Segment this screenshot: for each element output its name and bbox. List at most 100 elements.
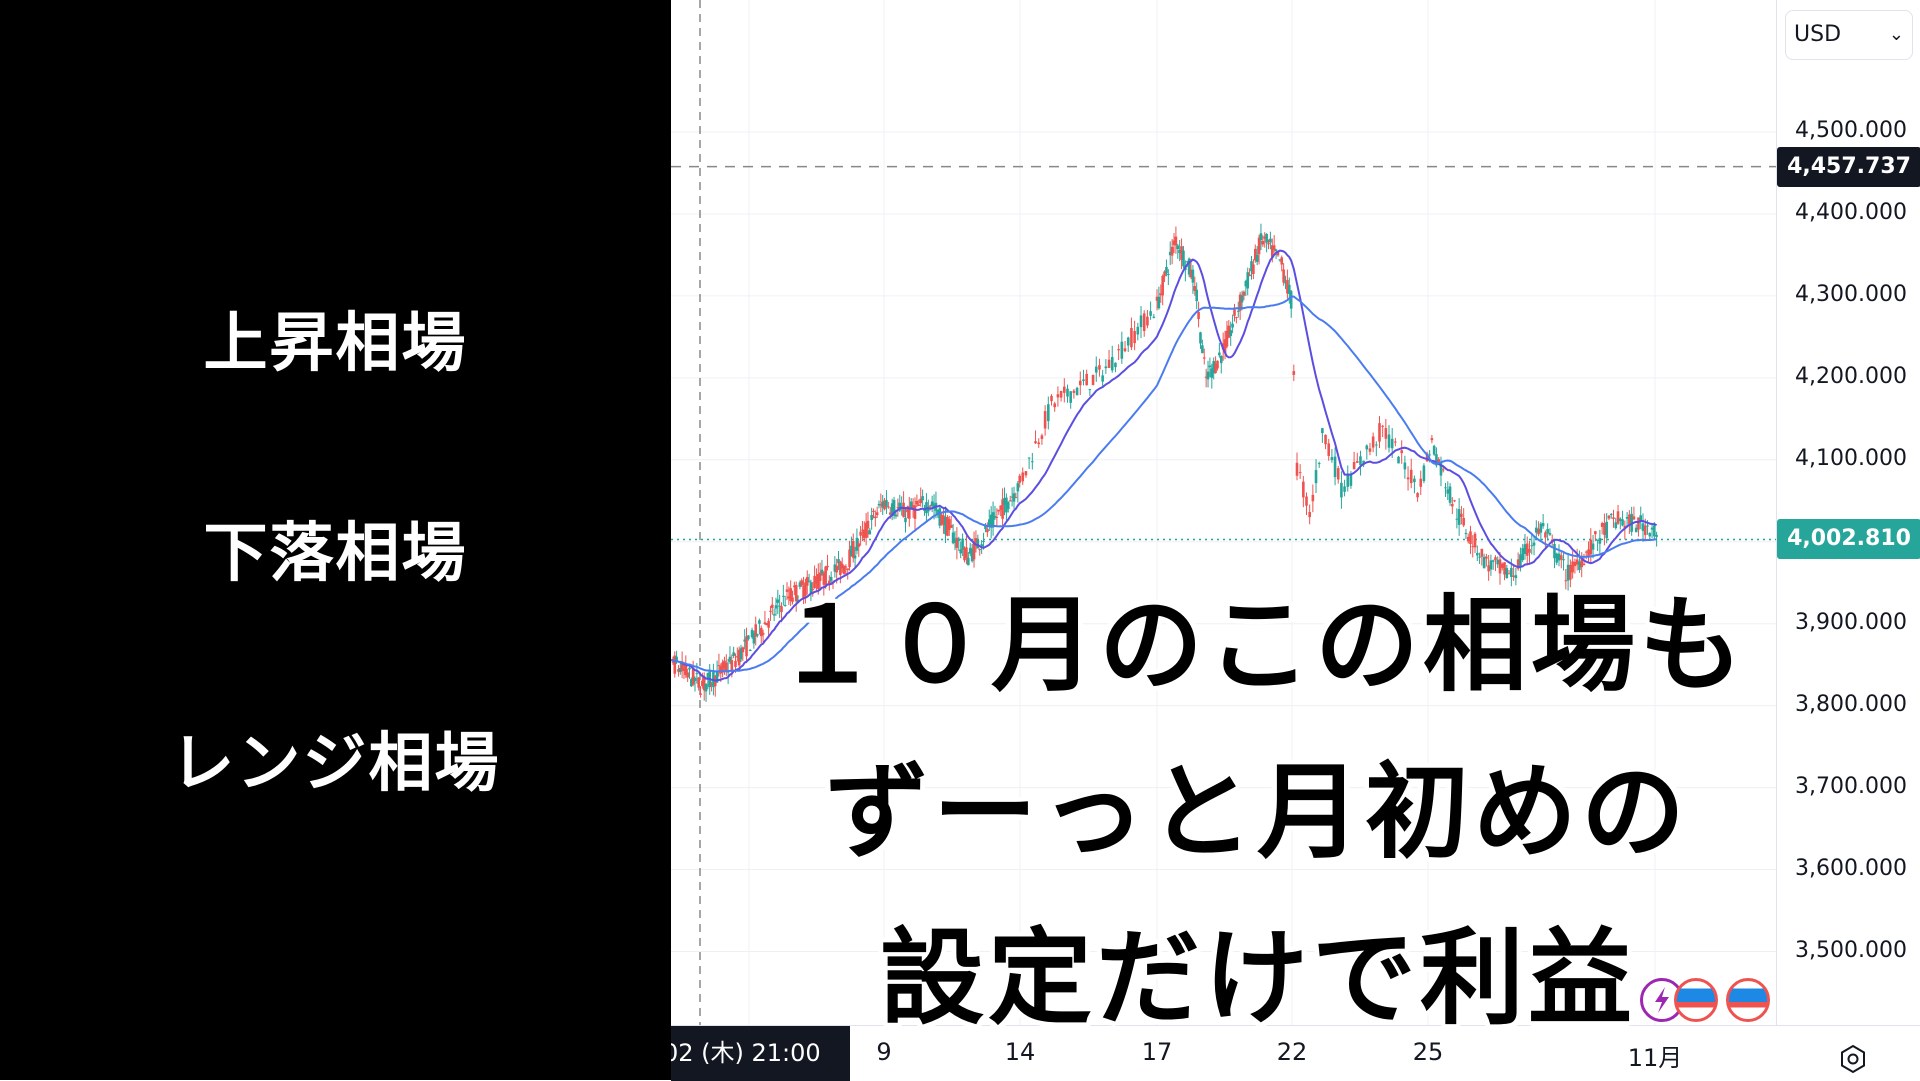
candle	[1047, 404, 1050, 422]
candle	[774, 605, 778, 609]
candle	[938, 508, 942, 526]
us-flag-icon[interactable]	[1674, 978, 1718, 1022]
candle	[859, 531, 862, 536]
candle	[802, 586, 805, 600]
candle	[756, 634, 759, 636]
candle	[1330, 457, 1334, 461]
candle	[855, 537, 859, 551]
candle	[761, 632, 765, 635]
candle	[737, 649, 741, 666]
price-tick: 4,300.000	[1795, 281, 1907, 307]
candle	[1643, 525, 1647, 536]
candle	[743, 639, 746, 642]
candle	[1227, 325, 1231, 338]
price-axis[interactable]: 4,500.000 4,400.000 4,300.000 4,200.000 4,10…	[1776, 0, 1920, 1025]
candle	[671, 661, 675, 663]
last-price-tag: 4,002.810	[1777, 519, 1920, 560]
candle	[769, 610, 772, 612]
candle	[923, 509, 926, 511]
price-tick: 3,900.000	[1795, 609, 1907, 635]
candle	[1242, 291, 1246, 296]
candle	[1037, 442, 1041, 445]
candle	[1333, 456, 1337, 478]
candle	[955, 537, 959, 548]
candle	[732, 652, 735, 657]
candle	[967, 557, 970, 566]
price-tick: 4,400.000	[1795, 199, 1907, 225]
candle	[1641, 523, 1645, 531]
candle	[1259, 233, 1263, 240]
candle	[946, 517, 949, 536]
candle	[1512, 575, 1515, 577]
candle	[818, 572, 822, 582]
candle	[1580, 559, 1584, 568]
candle	[1460, 513, 1463, 518]
candle	[1114, 362, 1117, 368]
candle	[1107, 359, 1111, 368]
candle	[1394, 441, 1397, 443]
candle	[1126, 337, 1130, 346]
candle	[804, 582, 807, 596]
candle	[1253, 248, 1257, 261]
candle	[842, 565, 846, 574]
candle	[1311, 494, 1315, 502]
candle	[839, 561, 842, 575]
candle	[850, 545, 853, 557]
moving-average-fast	[670, 249, 1658, 682]
candle	[1489, 560, 1493, 570]
currency-select[interactable]: USD ⌄	[1785, 10, 1913, 60]
candle	[1428, 454, 1431, 456]
candle	[887, 506, 890, 508]
candle	[704, 683, 708, 692]
candle	[894, 514, 898, 517]
candle	[1346, 474, 1350, 487]
candle	[1229, 330, 1233, 337]
candle	[1446, 489, 1450, 494]
candle	[1637, 517, 1640, 530]
candle	[1269, 238, 1272, 243]
candle	[1223, 339, 1227, 354]
candle	[1101, 375, 1104, 382]
candle	[987, 519, 991, 527]
candle	[1185, 261, 1189, 263]
candle	[965, 547, 968, 559]
candle	[741, 647, 745, 653]
candle	[730, 660, 734, 672]
candle	[1544, 532, 1547, 538]
candle	[902, 502, 905, 518]
candle	[1208, 365, 1212, 368]
candle	[984, 525, 987, 530]
candle	[1265, 233, 1268, 243]
us-flag-icon[interactable]	[1726, 978, 1770, 1022]
candle	[767, 620, 770, 628]
candle	[1632, 516, 1636, 520]
price-tick: 3,500.000	[1795, 937, 1907, 963]
candle	[1491, 560, 1495, 562]
candle	[828, 580, 831, 585]
candle	[675, 656, 678, 663]
candle	[1270, 245, 1274, 259]
candle	[1261, 240, 1265, 245]
candle	[951, 532, 955, 544]
candle	[999, 505, 1002, 510]
candle	[1566, 564, 1570, 581]
candle	[1352, 462, 1356, 470]
label-uptrend: 上昇相場	[203, 307, 468, 381]
candle	[1473, 533, 1477, 548]
candle	[1286, 279, 1289, 294]
candle	[1528, 548, 1531, 553]
candle	[907, 506, 911, 519]
candle	[1616, 511, 1620, 524]
candle	[809, 582, 813, 595]
candle	[695, 673, 699, 675]
candle	[1589, 539, 1593, 555]
time-axis[interactable]: 02 (木) 21:00 9 14 17 22 25 11月	[671, 1025, 1920, 1081]
settings-icon[interactable]	[1838, 1044, 1868, 1074]
candle	[816, 573, 820, 589]
candle	[1069, 391, 1072, 403]
candle	[1085, 373, 1088, 386]
candle	[921, 496, 924, 501]
candle	[1136, 326, 1140, 335]
candle	[963, 548, 966, 561]
